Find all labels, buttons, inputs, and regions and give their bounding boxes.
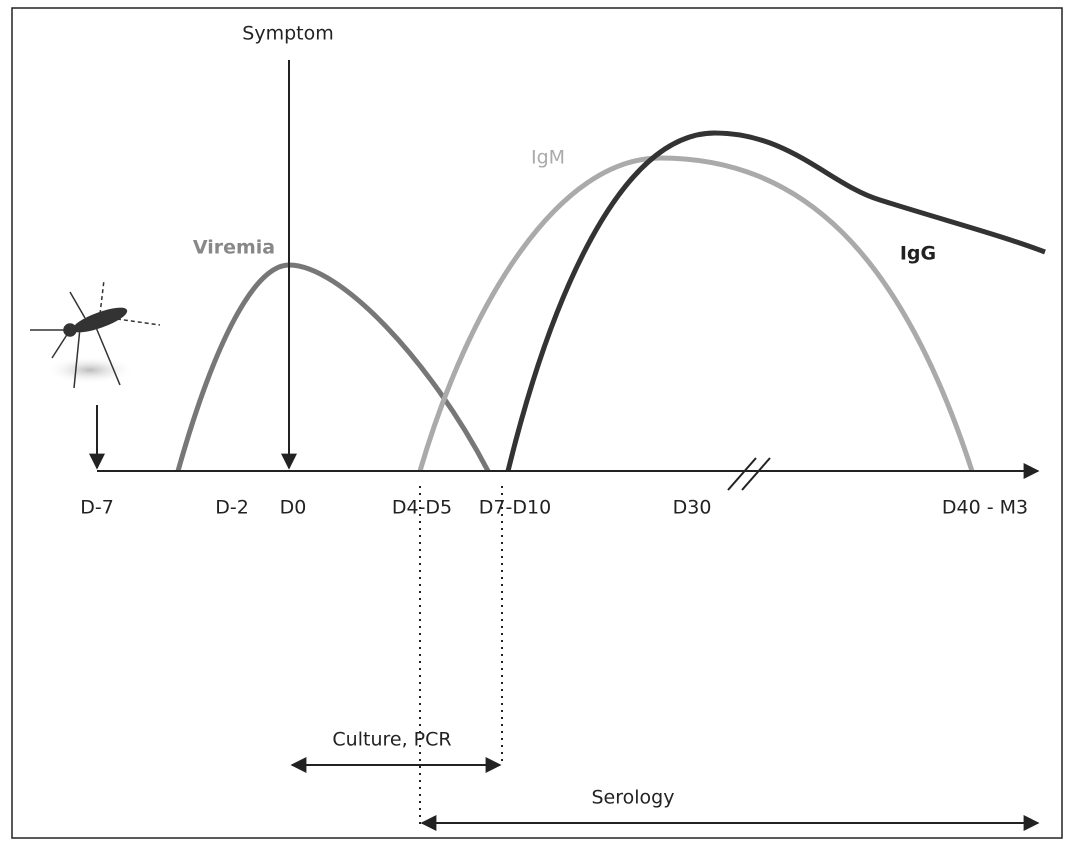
axis-label: D40 - M3 bbox=[942, 497, 1028, 519]
axis-label: D7-D10 bbox=[479, 497, 551, 519]
igg-label: IgG bbox=[900, 243, 936, 265]
viremia-label: Viremia bbox=[193, 237, 275, 259]
frame bbox=[11, 7, 1063, 839]
axis-label: D30 bbox=[673, 497, 712, 519]
axis-label: D0 bbox=[280, 497, 307, 519]
axis-break bbox=[727, 457, 771, 491]
igg-curve bbox=[505, 130, 1046, 472]
serology-label: Serology bbox=[592, 787, 675, 809]
symptom-label: Symptom bbox=[242, 23, 333, 45]
mosquito-icon bbox=[30, 279, 161, 389]
igm-label: IgM bbox=[531, 147, 565, 169]
axis-label: D-7 bbox=[80, 497, 114, 519]
axis-label: D-2 bbox=[215, 497, 249, 519]
igm-curve bbox=[417, 155, 975, 472]
viremia-curve bbox=[175, 262, 491, 473]
culture-label: Culture, PCR bbox=[332, 729, 451, 751]
axis-label: D4-D5 bbox=[392, 497, 452, 519]
